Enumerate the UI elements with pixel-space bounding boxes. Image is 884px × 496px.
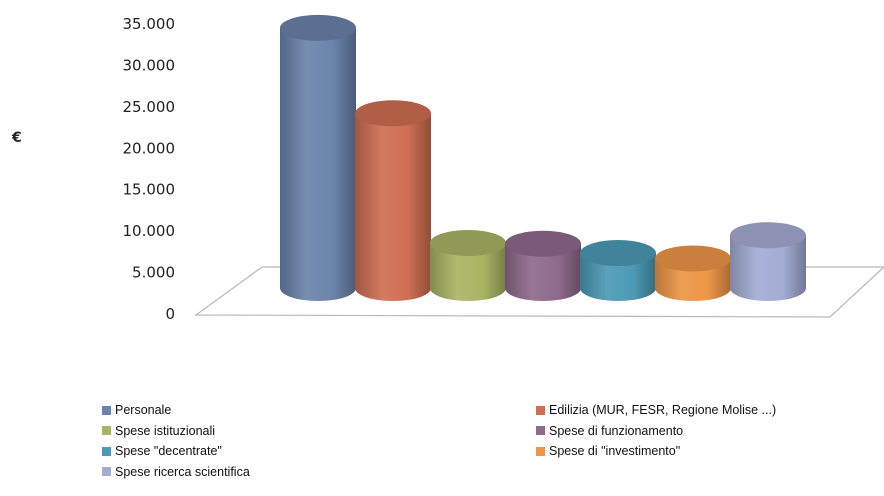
legend-item: Edilizia (MUR, FESR, Regione Molise ...)	[536, 401, 776, 419]
bar-body	[730, 235, 806, 301]
legend-item: Spese "decentrate"	[102, 442, 222, 460]
y-tick-label: 25.000	[123, 98, 176, 116]
bar-body	[430, 242, 506, 301]
bar-top	[730, 222, 806, 249]
bar	[430, 229, 506, 301]
legend-item: Spese di funzionamento	[536, 422, 683, 440]
y-tick-label: 5.000	[132, 264, 175, 282]
legend-swatch	[102, 446, 111, 456]
bar	[730, 222, 806, 301]
legend-label: Spese istituzionali	[115, 423, 216, 438]
bar	[355, 100, 431, 301]
bar	[655, 245, 731, 301]
y-tick-label: 15.000	[123, 181, 176, 199]
y-tick-label: 0	[165, 305, 175, 323]
legend-swatch	[102, 426, 111, 435]
floor-plane	[194, 266, 884, 318]
bar-chart-3d: 0 5.000 10.000 15.000 20.000 25.000 30.000 35.0…	[11, 14, 884, 323]
legend-item: Spese ricerca scientifica	[102, 463, 250, 481]
legend-item: Spese istituzionali	[102, 422, 215, 440]
bars	[280, 14, 806, 301]
legend-swatch	[102, 467, 111, 476]
legend-label: Spese di funzionamento	[549, 423, 684, 438]
legend-label: Spese ricerca scientifica	[115, 464, 250, 479]
bar	[280, 14, 356, 301]
y-axis: 0 5.000 10.000 15.000 20.000 25.000 30.000 35.0…	[123, 15, 176, 323]
bar-body	[580, 253, 656, 301]
legend-swatch	[536, 446, 545, 456]
legend-swatch	[102, 405, 111, 415]
legend-item: Spese di "investimento"	[536, 442, 680, 460]
legend-swatch	[536, 426, 545, 435]
bar-body	[355, 113, 431, 301]
legend-label: Personale	[115, 403, 172, 417]
y-tick-label: 35.000	[123, 15, 176, 33]
legend-swatch	[536, 405, 545, 415]
y-tick-label: 30.000	[123, 56, 176, 74]
bar-body	[280, 27, 356, 301]
legend-item: Personale	[102, 401, 171, 419]
bar	[580, 240, 656, 301]
bar	[505, 230, 581, 301]
y-tick-label: 20.000	[123, 139, 176, 157]
bar-top	[580, 240, 656, 267]
y-tick-label: 10.000	[123, 222, 176, 240]
bar-top	[505, 230, 581, 257]
bar-top	[655, 245, 731, 272]
bar-body	[505, 243, 581, 301]
legend-label: Edilizia (MUR, FESR, Regione Molise ...)	[549, 403, 777, 417]
y-axis-label: €	[11, 130, 22, 146]
bar-top	[280, 14, 356, 41]
legend-label: Spese di "investimento"	[549, 444, 681, 458]
legend-label: Spese "decentrate"	[115, 444, 222, 458]
bar-top	[430, 229, 506, 256]
bar-top	[355, 100, 431, 127]
